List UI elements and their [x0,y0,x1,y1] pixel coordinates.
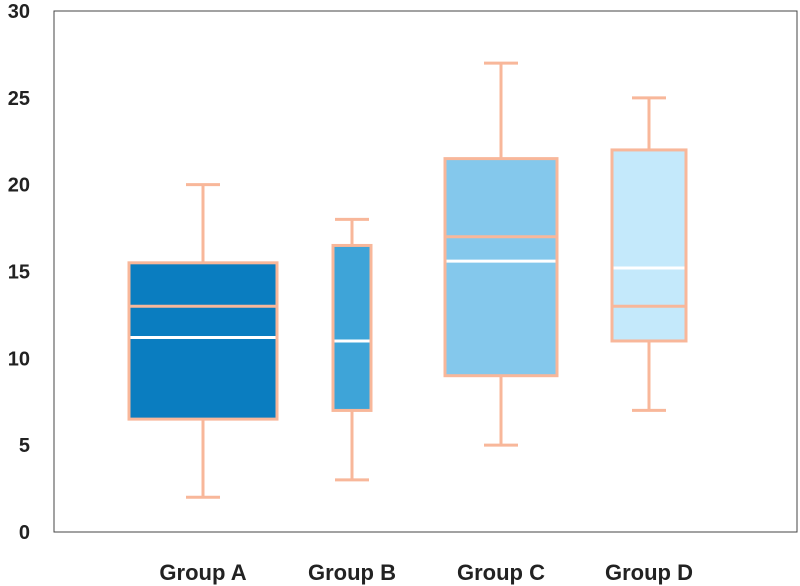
interquartile-box [331,243,373,412]
interquartile-box [443,157,559,378]
y-tick-label: 20 [8,175,30,197]
plot-area-frame [53,10,798,533]
box-2 [331,217,373,482]
box-4 [610,96,688,412]
x-category-label: Group B [308,560,396,585]
y-tick-label: 10 [8,348,30,370]
x-category-label: Group A [159,560,246,585]
y-tick-label: 5 [19,435,30,457]
y-axis: 0 5 10 15 20 25 30 [8,1,30,544]
y-tick-label: 25 [8,88,30,110]
x-category-label: Group C [457,560,545,585]
boxes-group [127,61,688,499]
box-3 [443,61,559,447]
interquartile-box [127,261,279,421]
y-tick-label: 15 [8,262,30,284]
y-tick-label: 0 [19,522,30,544]
x-axis-labels: Group A Group B Group C Group D [159,560,693,585]
box-1 [127,183,279,499]
y-tick-label: 30 [8,1,30,23]
x-category-label: Group D [605,560,693,585]
interquartile-box [610,148,688,343]
